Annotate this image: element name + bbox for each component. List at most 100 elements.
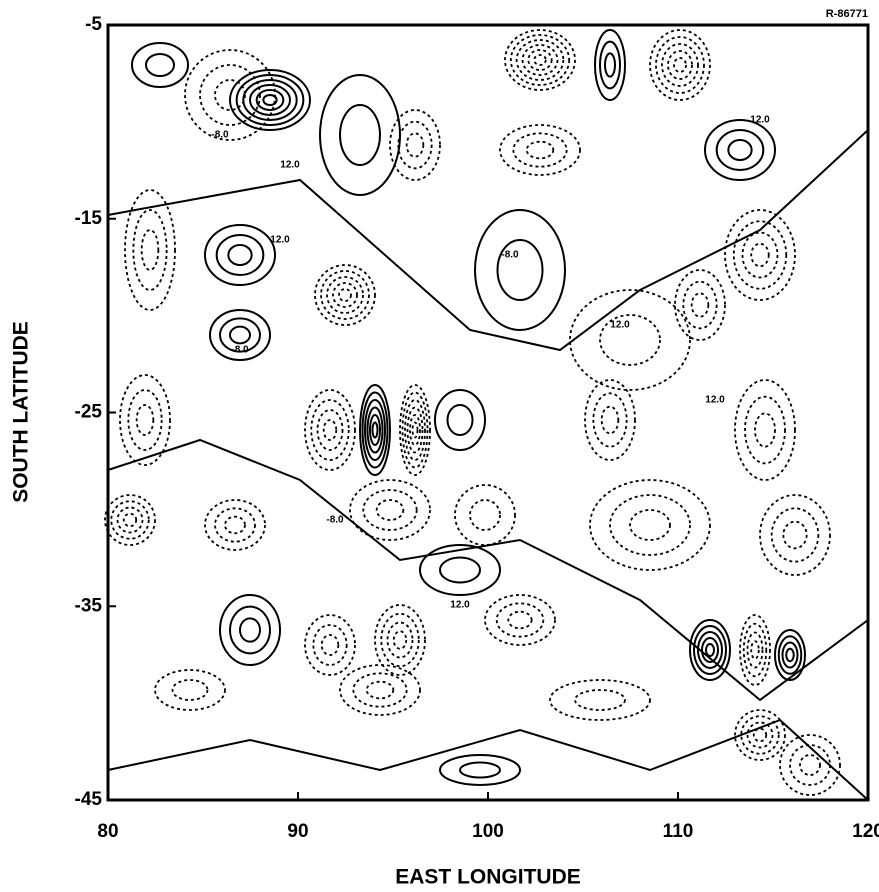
solid-contour bbox=[704, 119, 776, 181]
dashed-contour bbox=[782, 520, 808, 550]
solid-contour bbox=[204, 224, 276, 286]
dashed-contour bbox=[322, 419, 338, 441]
dashed-contour bbox=[184, 49, 276, 141]
solid-contour bbox=[727, 139, 753, 161]
dashed-contour bbox=[690, 292, 710, 318]
dashed-contour bbox=[399, 384, 431, 476]
contour-label: 12.0 bbox=[705, 395, 725, 406]
dashed-contour bbox=[569, 289, 691, 391]
dashed-contour bbox=[389, 109, 441, 181]
solid-contour bbox=[319, 74, 401, 196]
y-tick-label: -25 bbox=[75, 402, 103, 423]
dashed-contour bbox=[104, 494, 156, 546]
dashed-contour bbox=[326, 276, 364, 314]
dashed-contour bbox=[204, 499, 266, 551]
y-tick-label: -35 bbox=[75, 595, 103, 616]
dashed-contour bbox=[140, 229, 160, 271]
dashed-contour bbox=[404, 399, 426, 461]
dashed-contour bbox=[339, 664, 421, 716]
dashed-contour bbox=[362, 489, 418, 531]
contour-label: -8.0 bbox=[326, 515, 344, 526]
y-axis-label: SOUTH LATITUDE bbox=[10, 321, 33, 503]
dashed-contour bbox=[312, 624, 348, 666]
contour-label: 12.0 bbox=[450, 600, 470, 611]
dashed-contour bbox=[649, 29, 711, 101]
dashed-contour bbox=[484, 594, 556, 646]
dashed-contour bbox=[507, 610, 533, 630]
solid-contour bbox=[145, 53, 175, 77]
solid-contour bbox=[255, 89, 285, 111]
solid-contour bbox=[361, 391, 389, 469]
solid-contour bbox=[693, 625, 727, 675]
y-tick-label: -45 bbox=[75, 789, 103, 810]
dashed-contour bbox=[332, 282, 358, 308]
dashed-contour bbox=[746, 631, 764, 669]
dashed-contour bbox=[509, 34, 571, 86]
dashed-contour bbox=[752, 727, 768, 743]
dashed-contour bbox=[454, 484, 516, 546]
x-axis-label: EAST LONGITUDE bbox=[395, 866, 581, 889]
dashed-contour bbox=[609, 494, 691, 556]
dashed-contour bbox=[119, 374, 171, 466]
dashed-contour bbox=[746, 721, 774, 749]
x-tick-label: 120 bbox=[852, 821, 879, 842]
solid-contour bbox=[459, 761, 501, 779]
dashed-contour bbox=[380, 612, 420, 668]
dashed-contour bbox=[754, 412, 776, 448]
solid-contour bbox=[107, 129, 869, 352]
dashed-contour bbox=[750, 242, 770, 268]
solid-contour bbox=[446, 404, 474, 436]
solid-contour bbox=[262, 94, 278, 106]
solid-contour bbox=[229, 605, 271, 655]
dashed-contour bbox=[549, 679, 651, 721]
solid-contour bbox=[434, 389, 486, 451]
solid-contour bbox=[242, 79, 298, 121]
solid-contour bbox=[777, 635, 803, 675]
x-tick-label: 100 bbox=[472, 821, 504, 842]
solid-contour bbox=[219, 317, 261, 353]
solid-contour bbox=[599, 40, 621, 90]
dashed-contour bbox=[124, 189, 176, 311]
solid-contour bbox=[107, 438, 869, 702]
contour-label: 12.0 bbox=[280, 160, 300, 171]
dashed-contour bbox=[405, 132, 425, 158]
dashed-contour bbox=[515, 39, 565, 81]
dashed-contour bbox=[310, 399, 350, 461]
dashed-contour bbox=[320, 270, 370, 320]
dashed-contour bbox=[386, 621, 414, 659]
dashed-contour bbox=[759, 494, 831, 576]
solid-contour bbox=[366, 406, 384, 454]
dashed-contour bbox=[224, 515, 246, 535]
dashed-contour bbox=[525, 140, 555, 160]
x-tick-label: 110 bbox=[663, 821, 694, 842]
dashed-contour bbox=[392, 630, 408, 650]
solid-contour bbox=[701, 637, 719, 663]
solid-contour bbox=[235, 74, 305, 126]
solid-contour bbox=[439, 754, 521, 786]
dashed-contour bbox=[750, 640, 760, 660]
x-tick-label: 90 bbox=[287, 821, 308, 842]
dashed-contour bbox=[655, 36, 705, 94]
contour-label: 12.0 bbox=[610, 320, 630, 331]
dashed-contour bbox=[214, 507, 256, 543]
solid-contour bbox=[781, 641, 799, 669]
solid-contour bbox=[219, 594, 281, 666]
solid-contour bbox=[705, 643, 715, 657]
dashed-contour bbox=[527, 49, 553, 71]
solid-contour bbox=[239, 617, 261, 643]
contour-label: -8.0 bbox=[211, 130, 229, 141]
dashed-contour bbox=[599, 314, 661, 366]
solid-contour bbox=[774, 629, 806, 681]
solid-contour bbox=[131, 42, 189, 88]
dashed-contour bbox=[673, 57, 687, 73]
contour-label: -8.0 bbox=[501, 250, 519, 261]
dashed-contour bbox=[352, 672, 408, 708]
dashed-contour bbox=[661, 43, 699, 87]
dashed-contour bbox=[734, 709, 786, 761]
dashed-contour bbox=[316, 409, 344, 451]
solid-contour bbox=[364, 399, 386, 461]
dashed-contour bbox=[732, 220, 788, 290]
dashed-contour bbox=[409, 414, 421, 446]
solid-contour bbox=[474, 209, 566, 331]
dashed-contour bbox=[411, 421, 419, 439]
